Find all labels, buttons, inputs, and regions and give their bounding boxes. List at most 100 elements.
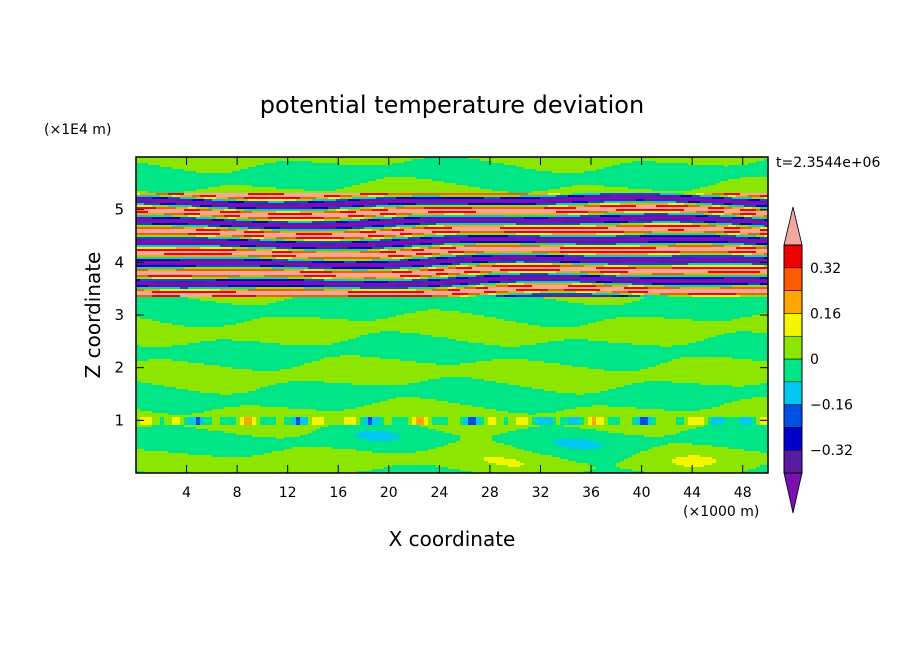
field-cell: [480, 293, 489, 296]
field-cell: [136, 341, 201, 344]
field-cell: [440, 263, 453, 266]
field-cell: [136, 415, 768, 418]
field-cell: [684, 273, 768, 276]
colorbar: 0.320.160−0.16−0.32: [783, 206, 853, 514]
field-cell: [636, 205, 657, 208]
field-cell: [136, 369, 253, 372]
field-cell: [540, 291, 577, 294]
field-cell: [200, 421, 205, 424]
field-cell: [660, 293, 689, 296]
field-cell: [760, 271, 768, 274]
field-cell: [724, 333, 768, 336]
field-cell: [644, 293, 661, 296]
field-cell: [716, 461, 768, 464]
field-cell: [160, 419, 165, 422]
field-cell: [328, 207, 341, 210]
field-cell: [136, 183, 361, 186]
field-cell: [752, 263, 768, 266]
field-cell: [308, 201, 325, 204]
field-cell: [676, 193, 685, 196]
field-cell: [640, 423, 649, 426]
field-cell: [412, 245, 421, 248]
field-cell: [576, 291, 597, 294]
field-cell: [688, 429, 768, 432]
field-cell: [136, 465, 393, 468]
field-cell: [552, 455, 633, 458]
field-cell: [588, 439, 768, 442]
field-cell: [180, 417, 185, 420]
field-cell: [444, 243, 457, 246]
field-cell: [324, 219, 341, 222]
field-cell: [368, 423, 373, 426]
field-cell: [756, 205, 768, 208]
field-cell: [700, 205, 713, 208]
field-cell: [460, 469, 593, 472]
field-cell: [460, 283, 469, 286]
field-cell: [384, 235, 397, 238]
field-cell: [348, 291, 425, 294]
field-cell: [188, 417, 197, 420]
field-cell: [440, 275, 449, 278]
field-cell: [340, 217, 353, 220]
field-cell: [444, 225, 505, 228]
field-cell: [196, 417, 201, 420]
field-cell: [276, 211, 301, 214]
field-cell: [252, 423, 257, 426]
field-cell: [576, 243, 617, 246]
field-cell: [276, 241, 297, 244]
field-cell: [556, 419, 561, 422]
colorbar-band: [783, 335, 803, 360]
field-cell: [588, 339, 705, 342]
field-cell: [492, 265, 561, 268]
field-cell: [160, 289, 221, 292]
field-cell: [276, 247, 293, 250]
field-cell: [428, 423, 433, 426]
field-cell: [488, 421, 497, 424]
field-cell: [500, 197, 541, 200]
field-cell: [180, 197, 189, 200]
field-cell: [740, 295, 768, 298]
field-cell: [752, 245, 765, 248]
field-cell: [600, 275, 617, 278]
field-cell: [504, 417, 509, 420]
field-cell: [328, 209, 337, 212]
field-cell: [540, 453, 637, 456]
field-cell: [524, 449, 649, 452]
field-cell: [164, 423, 173, 426]
field-cell: [136, 175, 768, 178]
field-cell: [368, 195, 385, 198]
field-cell: [460, 311, 768, 314]
field-cell: [760, 227, 768, 230]
field-cell: [536, 255, 565, 258]
field-cell: [360, 251, 381, 254]
field-cell: [196, 239, 229, 242]
field-cell: [420, 333, 725, 336]
field-cell: [696, 203, 705, 206]
field-cell: [192, 277, 229, 280]
field-cell: [596, 199, 637, 202]
field-cell: [188, 419, 197, 422]
field-cell: [308, 257, 381, 260]
y-unit-label: (×1E4 m): [44, 122, 111, 138]
field-cell: [552, 423, 557, 426]
field-cell: [236, 217, 249, 220]
field-cell: [284, 201, 309, 204]
field-cell: [136, 337, 357, 340]
field-cell: [136, 447, 293, 450]
field-cell: [248, 239, 261, 242]
field-cell: [136, 201, 153, 204]
field-cell: [268, 221, 289, 224]
field-cell: [604, 417, 609, 420]
field-cell: [292, 267, 309, 270]
field-cell: [752, 207, 761, 210]
field-cell: [568, 301, 633, 304]
field-cell: [244, 219, 257, 222]
field-cell: [580, 281, 597, 284]
field-cell: [748, 283, 761, 286]
field-cell: [384, 237, 393, 240]
field-cell: [196, 189, 305, 192]
field-cell: [608, 417, 621, 420]
field-cell: [196, 419, 201, 422]
field-cell: [312, 417, 325, 420]
